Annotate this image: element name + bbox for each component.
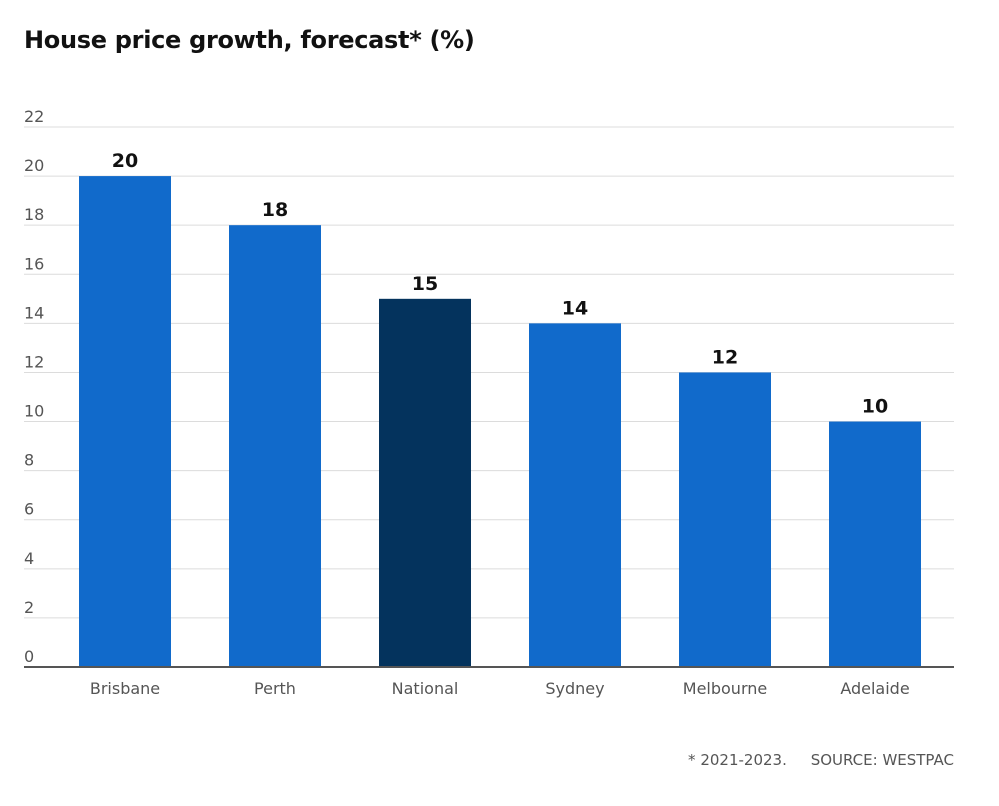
x-tick-label-adelaide: Adelaide	[840, 679, 909, 698]
bar-brisbane	[79, 176, 171, 667]
x-tick-label-national: National	[392, 679, 459, 698]
bar-national	[379, 298, 471, 667]
gridlines	[24, 126, 954, 619]
source-credit: SOURCE: WESTPAC	[810, 751, 954, 769]
x-tick-label-brisbane: Brisbane	[90, 679, 160, 698]
bar-sydney	[529, 323, 621, 667]
x-axis-ticks: Brisbane Perth National Sydney Melbourne Adel…	[90, 679, 910, 698]
y-tick-label: 12	[24, 352, 44, 371]
y-tick-label: 0	[24, 647, 34, 666]
value-labels: 20 18 15 14 12 10	[112, 150, 888, 417]
y-tick-label: 10	[24, 402, 44, 421]
y-tick-label: 16	[24, 254, 44, 273]
value-label-adelaide: 10	[862, 396, 888, 418]
y-tick-label: 6	[24, 500, 34, 519]
chart-title: House price growth, forecast* (%)	[24, 26, 475, 54]
y-tick-label: 20	[24, 156, 44, 175]
y-tick-label: 22	[24, 107, 44, 126]
bar-perth	[229, 225, 321, 667]
bar-adelaide	[829, 421, 921, 667]
value-label-melbourne: 12	[712, 346, 738, 368]
bars	[79, 176, 921, 667]
y-tick-label: 2	[24, 598, 34, 617]
bar-melbourne	[679, 372, 771, 667]
value-label-perth: 18	[262, 199, 288, 221]
value-label-sydney: 14	[562, 297, 588, 319]
value-label-brisbane: 20	[112, 150, 138, 172]
y-tick-label: 4	[24, 549, 34, 568]
y-axis-ticks: 0 2 4 6 8 10 12 14 16 18 20 22	[24, 107, 44, 666]
x-tick-label-sydney: Sydney	[545, 679, 604, 698]
y-tick-label: 14	[24, 303, 44, 322]
x-tick-label-melbourne: Melbourne	[683, 679, 767, 698]
value-label-national: 15	[412, 273, 438, 295]
y-tick-label: 8	[24, 451, 34, 470]
x-tick-label-perth: Perth	[254, 679, 296, 698]
y-tick-label: 18	[24, 205, 44, 224]
footnote: * 2021-2023. SOURCE: WESTPAC	[688, 751, 954, 769]
footnote-note: * 2021-2023.	[688, 751, 787, 769]
